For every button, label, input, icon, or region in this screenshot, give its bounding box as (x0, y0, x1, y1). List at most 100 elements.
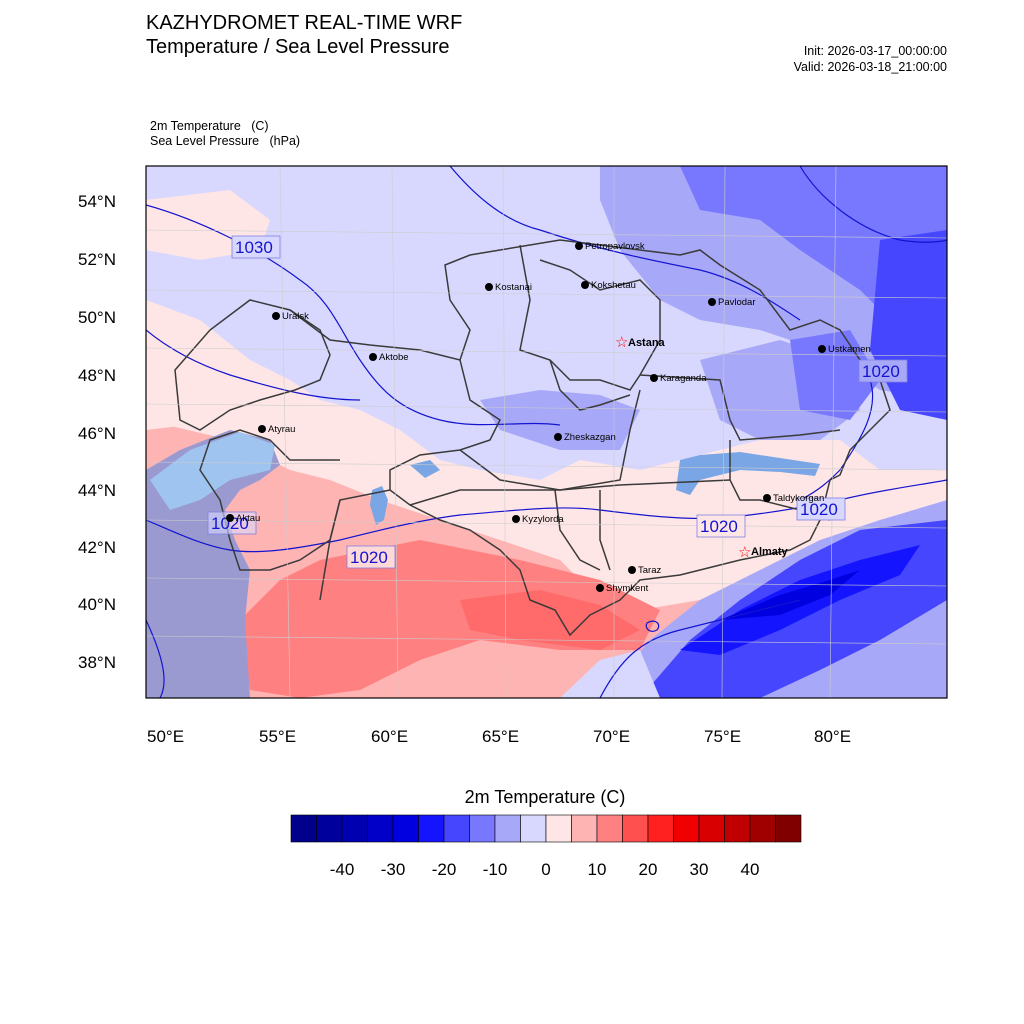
colorbar-swatch (571, 814, 598, 843)
colorbar-tick-label: -10 (482, 860, 508, 879)
city-label: Uralsk (282, 311, 309, 322)
valid-time: Valid: 2026-03-18_21:00:00 (793, 60, 947, 74)
colorbar-swatch (647, 814, 674, 843)
colorbar-swatch (545, 814, 572, 843)
lat-label: 40°N (78, 595, 116, 614)
colorbar-tick-label: 30 (689, 860, 709, 879)
city-label: Pavlodar (718, 297, 756, 308)
city-label: Shymkent (606, 583, 649, 594)
colorbar-swatch (622, 814, 649, 843)
colorbar-swatch (494, 814, 521, 843)
city-dot (512, 515, 520, 523)
colorbar-swatch (724, 814, 751, 843)
city-label: Taraz (638, 565, 661, 576)
lon-label: 60°E (371, 727, 408, 746)
city-dot (596, 584, 604, 592)
init-time: Init: 2026-03-17_00:00:00 (803, 44, 947, 58)
contour-label: 1020 (211, 514, 249, 533)
city-dot (485, 283, 493, 291)
colorbar-swatch (443, 814, 470, 843)
contour-label: 1020 (700, 517, 738, 536)
lon-label: 80°E (814, 727, 851, 746)
lon-label: 65°E (482, 727, 519, 746)
city-dot (581, 281, 589, 289)
lat-label: 42°N (78, 538, 116, 557)
colorbar-swatch (418, 814, 445, 843)
contour-label: 1030 (235, 238, 273, 257)
city-label: Astana (628, 337, 666, 349)
capital-star-icon: ☆ (738, 544, 751, 561)
city-dot (708, 298, 716, 306)
city-dot (554, 433, 562, 441)
lat-label: 52°N (78, 250, 116, 269)
city-dot (575, 242, 583, 250)
lat-label: 46°N (78, 424, 116, 443)
colorbar-swatch (749, 814, 776, 843)
city-label: Kyzylorda (522, 514, 564, 525)
city-label: Petropavlovsk (585, 241, 645, 252)
map-frame (145, 165, 948, 699)
city-label: Atyrau (268, 424, 295, 435)
colorbar (290, 814, 802, 843)
colorbar-swatch (520, 814, 547, 843)
contour-labels: 1030 1020 1020 1020 1020 1020 (207, 235, 908, 569)
colorbar-swatch (316, 814, 343, 843)
lat-label: 48°N (78, 366, 116, 385)
capital-star-icon: ☆ (615, 334, 628, 351)
colorbar-swatch (698, 814, 725, 843)
city-label: Aktobe (379, 352, 409, 363)
colorbar-swatch (290, 814, 317, 843)
city-label: Taldykorgan (773, 493, 824, 504)
city-label: Zheskazgan (564, 432, 616, 443)
title-line-1: KAZHYDROMET REAL-TIME WRF (146, 12, 463, 34)
colorbar-swatch (775, 814, 802, 843)
city-dot (258, 425, 266, 433)
lon-label: 50°E (147, 727, 184, 746)
colorbar-swatch (596, 814, 623, 843)
temperature-field (146, 166, 947, 698)
lon-label: 70°E (593, 727, 630, 746)
city-label: Kostanai (495, 282, 532, 293)
colorbar-tick-label: -20 (431, 860, 457, 879)
colorbar-swatch (367, 814, 394, 843)
title-line-2: Temperature / Sea Level Pressure (146, 36, 450, 58)
lon-label: 75°E (704, 727, 741, 746)
lat-label: 54°N (78, 192, 116, 211)
city-dot (272, 312, 280, 320)
city-dot (763, 494, 771, 502)
colorbar-swatch (392, 814, 419, 843)
colorbar-swatch (673, 814, 700, 843)
colorbar-tick-label: 10 (587, 860, 607, 879)
variable-temperature-label: 2m Temperature (C) (150, 119, 269, 133)
colorbar-tick-label: 40 (740, 860, 760, 879)
colorbar-title: 2m Temperature (C) (464, 787, 626, 807)
city-markers: Petropavlovsk Kostanai Kokshetau Pavloda… (226, 241, 871, 594)
city-label: Almaty (751, 546, 789, 558)
lon-label: 55°E (259, 727, 296, 746)
lat-label: 38°N (78, 653, 116, 672)
city-label: Karaganda (660, 373, 707, 384)
city-dot (628, 566, 636, 574)
contour-label: 1020 (862, 362, 900, 381)
city-dot (818, 345, 826, 353)
city-label: Kokshetau (591, 280, 636, 291)
colorbar-swatch (469, 814, 496, 843)
longitude-axis: 50°E 55°E 60°E 65°E 70°E 75°E 80°E (147, 727, 851, 746)
colorbar-tick-label: -40 (329, 860, 355, 879)
city-label: Ustkamen (828, 344, 871, 355)
graticule (146, 166, 947, 698)
city-dot (226, 514, 234, 522)
city-dot (369, 353, 377, 361)
city-label: Aktau (236, 513, 260, 524)
city-dot (650, 374, 658, 382)
contour-label: 1020 (800, 500, 838, 519)
lat-label: 50°N (78, 308, 116, 327)
contour-label: 1020 (350, 548, 388, 567)
variable-slp-label: Sea Level Pressure (hPa) (150, 134, 301, 148)
latitude-axis: 54°N 52°N 50°N 48°N 46°N 44°N 42°N 40°N … (78, 192, 116, 672)
lat-label: 44°N (78, 481, 116, 500)
colorbar-tick-label: 20 (638, 860, 658, 879)
colorbar-swatch (341, 814, 368, 843)
colorbar-tick-label: -30 (380, 860, 406, 879)
